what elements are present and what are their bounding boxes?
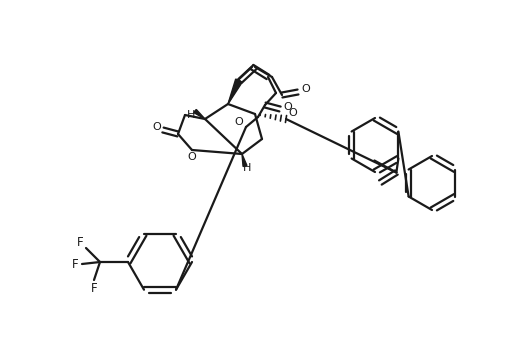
Polygon shape — [242, 154, 247, 166]
Text: O: O — [188, 152, 197, 162]
Text: O: O — [235, 117, 243, 127]
Text: H: H — [243, 163, 251, 173]
Polygon shape — [194, 110, 205, 119]
Text: O: O — [153, 122, 161, 132]
Text: O: O — [289, 108, 297, 118]
Text: F: F — [90, 281, 97, 295]
Text: O: O — [283, 102, 292, 112]
Text: O: O — [302, 84, 310, 94]
Text: F: F — [76, 237, 83, 249]
Text: F: F — [72, 257, 79, 271]
Polygon shape — [228, 79, 240, 104]
Text: H: H — [187, 110, 195, 120]
Polygon shape — [228, 80, 242, 104]
